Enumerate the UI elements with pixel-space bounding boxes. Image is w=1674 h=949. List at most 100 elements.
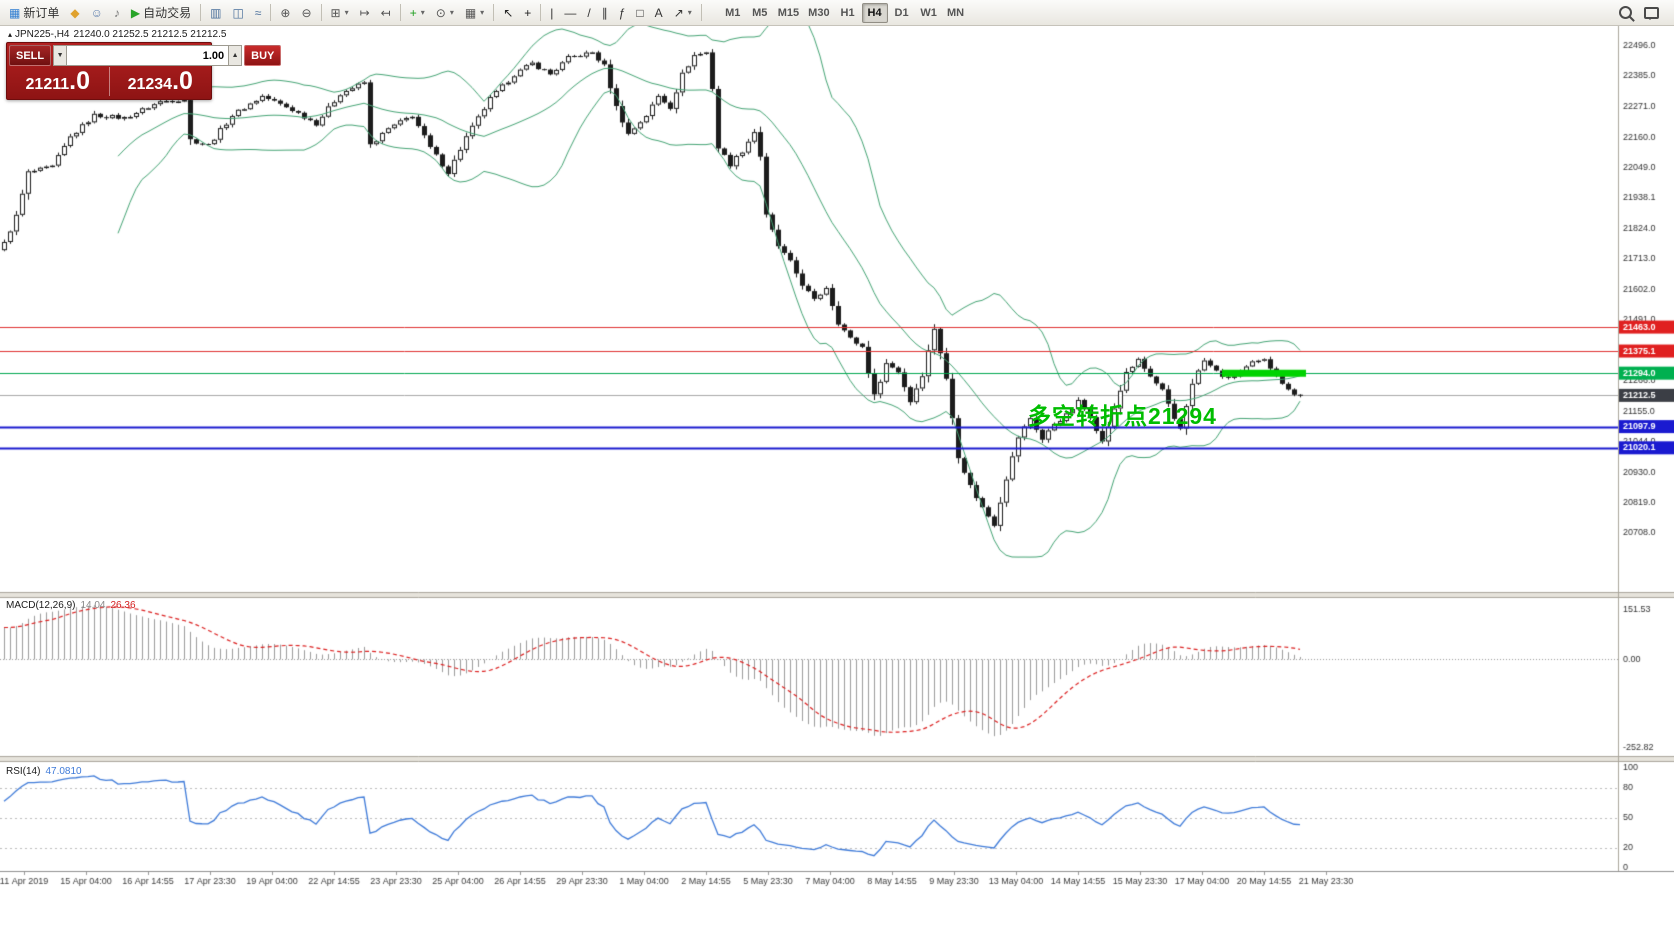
candlestick-chart-icon: ◫	[232, 5, 244, 20]
autotrading-button-label: 自动交易	[143, 6, 192, 20]
templates-button[interactable]: ▦ ▾	[460, 2, 489, 23]
macd-signal-value: 26.36	[110, 600, 136, 611]
new-chart-icon: ⊞	[330, 5, 341, 20]
toolbar-right-group	[1614, 2, 1670, 23]
timeframe-d1-button[interactable]: D1	[889, 3, 915, 23]
bars-chart-icon: ▥	[210, 5, 222, 20]
buy-button[interactable]: BUY	[244, 45, 282, 66]
timeframe-m30-button[interactable]: M30	[804, 3, 833, 23]
toolbar-separator	[700, 4, 702, 21]
alerts-icon: ♪	[113, 5, 120, 20]
zoom-in-icon: ⊕	[280, 5, 291, 20]
crosshair-button[interactable]: +	[519, 2, 536, 23]
timeframe-mn-button[interactable]: MN	[943, 3, 969, 23]
shapes-icon: □	[636, 5, 644, 20]
macd-value: 14.04	[80, 600, 106, 611]
cursor-button[interactable]: ↖	[498, 2, 518, 23]
candlestick-chart-button[interactable]: ◫	[227, 2, 248, 23]
channel-button[interactable]: ∥	[597, 2, 613, 23]
chat-icon	[1644, 6, 1659, 20]
toolbar-separator	[320, 4, 322, 21]
mql5-icon: ◆	[70, 5, 80, 20]
rsi-indicator-label: RSI(14) 47.0810	[6, 766, 87, 777]
symbol-marker-icon: ▴	[8, 30, 13, 39]
vertical-line-button[interactable]: |	[545, 2, 558, 23]
volume-increase-button[interactable]: ▲	[228, 45, 243, 66]
annotation-text[interactable]: 多空转折点21294	[1028, 403, 1217, 429]
draw-group: | — / ∥ ƒ □ A ↗ ▾	[545, 2, 697, 23]
periods-button[interactable]: ⊙ ▾	[431, 2, 459, 23]
dropdown-caret-icon: ▾	[480, 8, 485, 17]
one-click-trading-panel: SELL ▼ ▲ BUY 21211.0 21234.0	[6, 42, 282, 100]
fibonacci-button[interactable]: ƒ	[614, 2, 631, 23]
volume-decrease-button[interactable]: ▼	[53, 45, 68, 66]
search-button[interactable]	[1614, 2, 1637, 23]
macd-indicator-label: MACD(12,26,9) 14.04 26.36	[6, 600, 141, 611]
toolbar-separator	[270, 4, 272, 21]
indicators-button[interactable]: + ▾	[405, 2, 430, 23]
sell-price: 21211.0	[7, 67, 109, 96]
text-icon: A	[654, 5, 663, 20]
chart-shift-icon: ↤	[380, 5, 391, 20]
new-chart-button[interactable]: ⊞ ▾	[326, 2, 354, 23]
sell-price-frac: .0	[69, 67, 90, 95]
insert-group: + ▾ ⊙ ▾ ▦ ▾	[405, 2, 489, 23]
symbol-info: ▴ JPN225-,H4 21240.0 21252.5 21212.5 21212…	[8, 29, 230, 40]
buy-price-main: 21234	[127, 76, 173, 93]
macd-name: MACD(12,26,9)	[6, 600, 76, 611]
crosshair-icon: +	[524, 5, 532, 20]
dropdown-caret-icon: ▾	[344, 8, 349, 17]
trade-group: ▦ 新订单 ◆ ☺ ♪ ▶ 自动交易	[4, 2, 196, 23]
chat-button[interactable]	[1639, 2, 1664, 23]
symbol-ohlc: 21240.0 21252.5 21212.5 21212.5	[73, 29, 227, 40]
timeframe-m1-button[interactable]: M1	[720, 3, 746, 23]
bars-chart-button[interactable]: ▥	[205, 2, 226, 23]
autotrading-button[interactable]: ▶ 自动交易	[126, 2, 196, 23]
toolbar: ▦ 新订单 ◆ ☺ ♪ ▶ 自动交易 ▥ ◫ ≈ ⊕ ⊖ ⊞ ▾ ↦ ↤ + ▾ ⊙ ▾ ▦ ▾ ↖ + | — / ∥ ƒ □ A ↗ ▾ M1…	[0, 0, 1674, 26]
sell-button[interactable]: SELL	[9, 45, 52, 66]
trendline-button[interactable]: /	[582, 2, 595, 23]
shapes-button[interactable]: □	[631, 2, 648, 23]
horizontal-line-button[interactable]: —	[559, 2, 581, 23]
channel-icon: ∥	[601, 5, 608, 20]
chart-type-group: ▥ ◫ ≈	[205, 2, 266, 23]
zoom-out-button[interactable]: ⊖	[296, 2, 316, 23]
arrow-icon: ↗	[673, 5, 684, 20]
toolbar-separator	[493, 4, 495, 21]
arrows-button[interactable]: ↗ ▾	[669, 2, 697, 23]
chart-canvas[interactable]	[0, 26, 1674, 949]
volume-input[interactable]	[67, 45, 229, 66]
text-button[interactable]: A	[650, 2, 668, 23]
new-order-button[interactable]: ▦ 新订单	[4, 2, 64, 23]
buy-price: 21234.0	[108, 67, 212, 96]
timeframe-w1-button[interactable]: W1	[916, 3, 942, 23]
zoom-out-icon: ⊖	[301, 5, 312, 20]
timeframe-h4-button[interactable]: H4	[861, 2, 888, 23]
rsi-value: 47.0810	[45, 766, 82, 777]
template-icon: ▦	[464, 5, 477, 20]
indicators-icon: +	[409, 5, 417, 20]
profile-button[interactable]: ☺	[86, 2, 108, 23]
new-order-button-label: 新订单	[23, 6, 60, 20]
dropdown-caret-icon: ▾	[420, 8, 425, 17]
line-chart-icon: ≈	[254, 5, 262, 20]
timeframe-h1-button[interactable]: H1	[835, 3, 861, 23]
cursor-icon: ↖	[503, 5, 514, 20]
dropdown-caret-icon: ▾	[687, 8, 692, 17]
zoom-group: ⊕ ⊖	[275, 2, 316, 23]
chart-window-group: ⊞ ▾ ↦ ↤	[326, 2, 396, 23]
clock-icon: ⊙	[435, 5, 446, 20]
search-icon	[1619, 6, 1632, 19]
alerts-button[interactable]: ♪	[109, 2, 125, 23]
new-order-icon: ▦	[9, 5, 21, 20]
cursor-group: ↖ +	[498, 2, 536, 23]
timeframe-m5-button[interactable]: M5	[747, 3, 773, 23]
mql5-community-button[interactable]: ◆	[65, 2, 84, 23]
toolbar-separator	[540, 4, 542, 21]
auto-scroll-button[interactable]: ↦	[355, 2, 375, 23]
timeframe-m15-button[interactable]: M15	[774, 3, 803, 23]
zoom-in-button[interactable]: ⊕	[275, 2, 295, 23]
play-icon: ▶	[130, 5, 141, 20]
line-chart-button[interactable]: ≈	[250, 2, 267, 23]
chart-shift-button[interactable]: ↤	[376, 2, 396, 23]
